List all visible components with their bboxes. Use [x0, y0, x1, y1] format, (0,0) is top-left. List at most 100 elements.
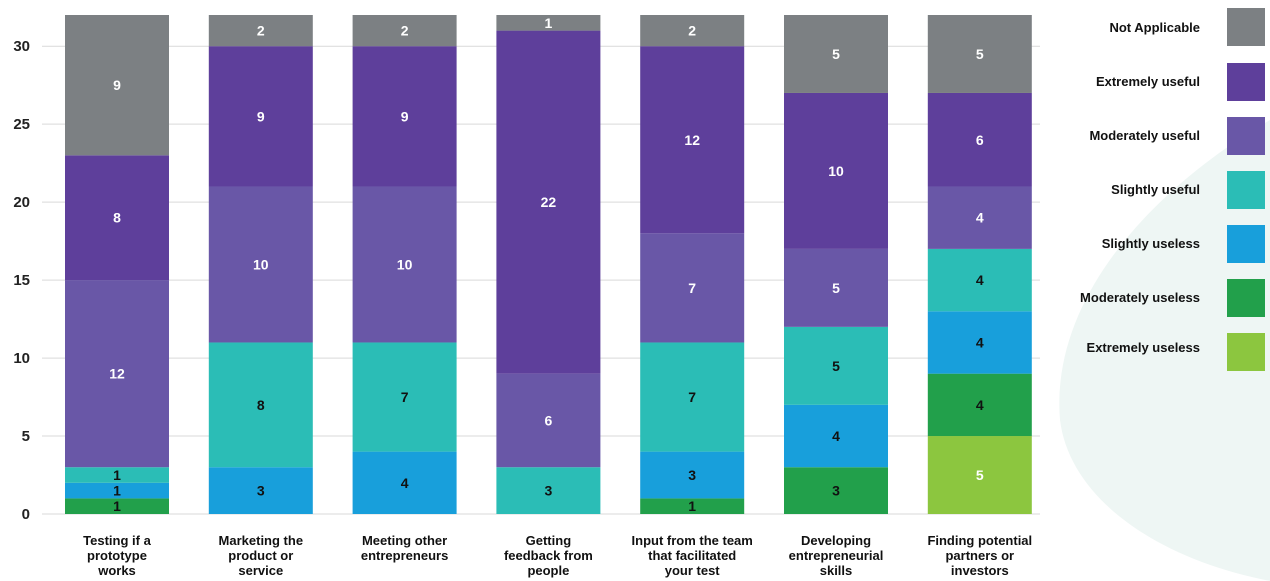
x-category-label: Getting feedback from people: [504, 533, 593, 578]
bar-segment: [640, 498, 745, 514]
legend: Not Applicable Extremely useful Moderately…: [1080, 8, 1265, 371]
bar-segment: [65, 280, 169, 468]
x-axis-category-labels: Testing if a prototype works Marketing the p…: [83, 533, 1032, 578]
bar-value-labels: 1111289381092471092362211377122345510554…: [109, 15, 984, 514]
bar-value-label: 5: [832, 358, 840, 374]
bar-value-label: 12: [684, 132, 700, 148]
bar-segment: [784, 467, 888, 514]
y-axis-tick-labels: 0 5 10 15 20 25 30: [13, 38, 30, 523]
x-category-label: Developing entrepreneurial skills: [789, 533, 884, 578]
bar-value-label: 10: [828, 163, 844, 179]
bar-value-label: 10: [253, 257, 269, 273]
bar-value-label: 3: [832, 483, 840, 499]
bar-segment: [496, 30, 601, 374]
bar-value-label: 1: [545, 15, 553, 31]
bar-segment: [65, 482, 169, 499]
legend-swatch: [1227, 225, 1265, 263]
legend-item: Not Applicable: [1109, 8, 1265, 46]
bar-value-label: 2: [688, 23, 696, 39]
bar-value-label: 2: [401, 23, 409, 39]
bar-segment: [784, 15, 888, 93]
bar-segment: [927, 436, 1032, 514]
legend-swatch: [1227, 8, 1265, 46]
legend-label: Moderately useless: [1080, 290, 1200, 305]
bar-value-label: 7: [688, 389, 696, 405]
legend-label: Slightly useful: [1111, 182, 1200, 197]
bar-segment: [352, 186, 457, 343]
bars: [65, 15, 1032, 514]
x-category-label: Testing if a prototype works: [83, 533, 151, 578]
y-tick-label: 0: [22, 506, 30, 523]
legend-label: Extremely useless: [1087, 340, 1200, 355]
y-tick-label: 30: [13, 38, 30, 55]
legend-swatch: [1227, 279, 1265, 317]
bar-value-label: 4: [976, 272, 984, 288]
bar-value-label: 3: [688, 467, 696, 483]
bar-segment: [352, 451, 457, 514]
bar-segment: [927, 248, 1032, 312]
legend-swatch: [1227, 333, 1265, 371]
bar-segment: [352, 46, 457, 187]
y-tick-label: 5: [22, 428, 30, 445]
bar-value-label: 2: [257, 23, 265, 39]
legend-label: Not Applicable: [1109, 20, 1200, 35]
bar-value-label: 4: [832, 428, 840, 444]
bar-segment: [65, 155, 169, 281]
bar-segment: [784, 248, 888, 327]
bar-segment: [784, 92, 888, 249]
bar-value-label: 3: [545, 483, 553, 499]
bar-value-label: 7: [688, 280, 696, 296]
legend-label: Extremely useful: [1096, 74, 1200, 89]
bar-segment: [640, 46, 745, 234]
legend-swatch: [1227, 63, 1265, 101]
bar-value-label: 4: [401, 475, 409, 491]
bar-segment: [927, 92, 1032, 187]
bar-segment: [640, 342, 745, 452]
bar-segment: [208, 15, 313, 47]
legend-item: Slightly useful: [1111, 171, 1265, 209]
bar-value-label: 10: [397, 257, 413, 273]
bar-value-label: 5: [832, 46, 840, 62]
legend-item: Slightly useless: [1102, 225, 1265, 263]
legend-swatch: [1227, 117, 1265, 155]
y-tick-label: 20: [13, 194, 30, 211]
bar-value-label: 5: [976, 46, 984, 62]
bar-segment: [208, 467, 313, 514]
bar-segment: [208, 342, 313, 468]
bar-value-label: 5: [832, 280, 840, 296]
bar-value-label: 6: [976, 132, 984, 148]
bar-value-label: 9: [401, 108, 409, 124]
x-category-label: Input from the team that facilitated your …: [632, 533, 753, 578]
bar-value-label: 5: [976, 467, 984, 483]
x-category-label: Meeting other entrepreneurs: [361, 533, 448, 563]
bar-segment: [927, 15, 1032, 93]
bar-value-label: 4: [976, 334, 984, 350]
bar-value-label: 12: [109, 366, 125, 382]
bar-segment: [640, 451, 745, 499]
y-tick-label: 25: [13, 116, 30, 133]
legend-item: Moderately useful: [1089, 117, 1265, 155]
bar-segment: [65, 467, 169, 483]
x-category-label: Finding potential partners or investors: [927, 533, 1032, 578]
bar-value-label: 4: [976, 397, 984, 413]
bar-segment: [784, 404, 888, 468]
bar-segment: [927, 186, 1032, 249]
bar-segment: [784, 326, 888, 405]
bar-segment: [208, 46, 313, 187]
bar-value-label: 9: [257, 108, 265, 124]
bar-segment: [927, 373, 1032, 437]
legend-item: Extremely useful: [1096, 63, 1265, 101]
legend-swatch: [1227, 171, 1265, 209]
bar-value-label: 22: [541, 194, 557, 210]
bar-segment: [352, 342, 457, 452]
bar-value-label: 7: [401, 389, 409, 405]
bar-value-label: 6: [545, 412, 553, 428]
y-tick-label: 10: [13, 350, 30, 367]
bar-segment: [496, 15, 601, 31]
bar-value-label: 4: [976, 210, 984, 226]
bar-value-label: 1: [113, 498, 121, 514]
legend-label: Moderately useful: [1089, 128, 1200, 143]
bar-value-label: 1: [113, 483, 121, 499]
bar-value-label: 8: [113, 210, 121, 226]
